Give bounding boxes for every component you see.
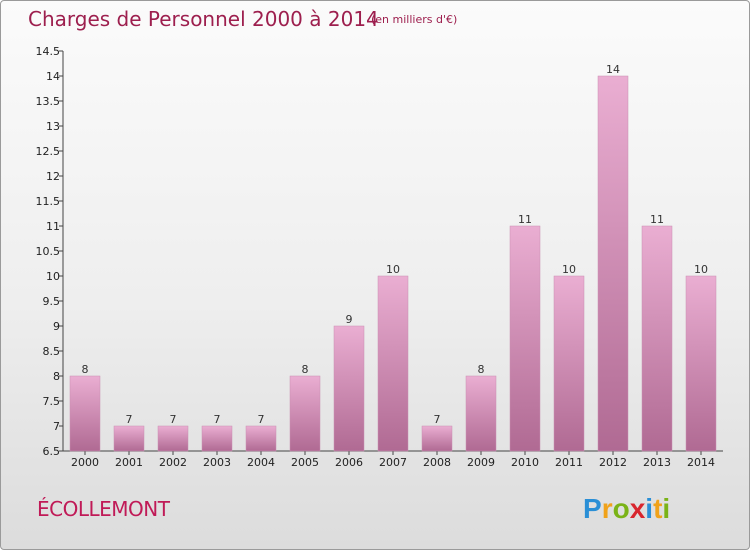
x-tick-label: 2013 [643, 456, 671, 469]
data-label: 7 [434, 413, 441, 426]
x-tick-label: 2011 [555, 456, 583, 469]
bar [377, 275, 409, 452]
data-label: 14 [606, 63, 620, 76]
x-tick-label: 2009 [467, 456, 495, 469]
bar [113, 425, 145, 452]
y-tick-label: 14 [46, 70, 60, 83]
y-tick-label: 7 [53, 420, 60, 433]
bar [641, 225, 673, 452]
x-tick-label: 2000 [71, 456, 99, 469]
x-tick-label: 2012 [599, 456, 627, 469]
x-tick-label: 2001 [115, 456, 143, 469]
bar [597, 75, 629, 452]
data-label: 7 [126, 413, 133, 426]
x-tick-label: 2002 [159, 456, 187, 469]
y-tick-label: 11 [46, 220, 60, 233]
y-tick-label: 6.5 [43, 445, 61, 458]
data-label: 7 [214, 413, 221, 426]
chart-axes: 6.5 7 7.5 8 8.5 9 9.5 10 10.5 11 11.5 12 12.5 13 13.5 1… [36, 45, 723, 469]
y-tick-label: 13 [46, 120, 60, 133]
x-tick-label: 2014 [687, 456, 715, 469]
chart-bars: 8 7 7 7 7 8 9 10 7 8 11 10 14 11 10 [69, 63, 717, 452]
y-tick-label: 8 [53, 370, 60, 383]
x-tick-label: 2007 [379, 456, 407, 469]
data-label: 8 [478, 363, 485, 376]
bar [157, 425, 189, 452]
bar [685, 275, 717, 452]
proxiti-logo: Proxiti [583, 493, 670, 524]
y-tick-label: 10.5 [36, 245, 61, 258]
y-tick-label: 13.5 [36, 95, 61, 108]
y-tick-label: 9 [53, 320, 60, 333]
data-label: 9 [346, 313, 353, 326]
x-tick-label: 2010 [511, 456, 539, 469]
y-tick-label: 7.5 [43, 395, 61, 408]
y-tick-label: 11.5 [36, 195, 61, 208]
y-tick-label: 10 [46, 270, 60, 283]
chart-subtitle: (en milliers d'€) [371, 13, 458, 26]
bar [245, 425, 277, 452]
data-label: 10 [562, 263, 576, 276]
x-tick-label: 2005 [291, 456, 319, 469]
svg-text:Proxiti: Proxiti [583, 493, 670, 524]
data-label: 7 [170, 413, 177, 426]
bar [69, 375, 101, 452]
bar [289, 375, 321, 452]
x-tick-label: 2008 [423, 456, 451, 469]
bar [201, 425, 233, 452]
bar [421, 425, 453, 452]
data-label: 11 [518, 213, 532, 226]
x-tick-label: 2006 [335, 456, 363, 469]
chart-title: Charges de Personnel 2000 à 2014 [28, 7, 379, 31]
y-tick-label: 9.5 [43, 295, 61, 308]
y-tick-label: 8.5 [43, 345, 61, 358]
y-tick-label: 12 [46, 170, 60, 183]
data-label: 8 [82, 363, 89, 376]
commune-name: ÉCOLLEMONT [37, 497, 170, 521]
bar [465, 375, 497, 452]
bar [509, 225, 541, 452]
data-label: 10 [386, 263, 400, 276]
data-label: 7 [258, 413, 265, 426]
bar [553, 275, 585, 452]
data-label: 11 [650, 213, 664, 226]
y-tick-label: 14.5 [36, 45, 61, 58]
data-label: 10 [694, 263, 708, 276]
data-label: 8 [302, 363, 309, 376]
y-tick-label: 12.5 [36, 145, 61, 158]
bar [333, 325, 365, 452]
x-tick-label: 2003 [203, 456, 231, 469]
x-tick-label: 2004 [247, 456, 275, 469]
